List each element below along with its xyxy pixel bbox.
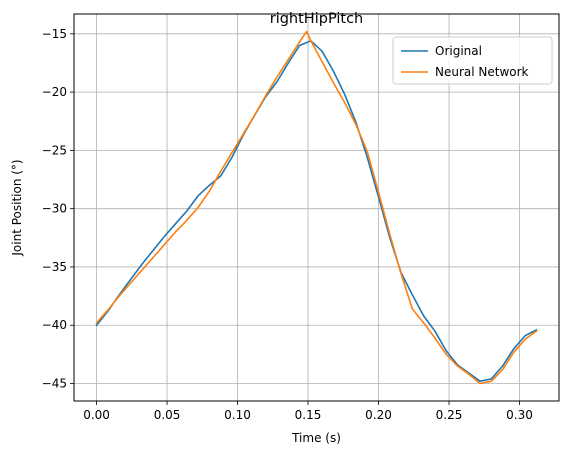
x-tick-label: 0.30 [506,408,533,422]
y-tick-label: −40 [42,318,67,332]
y-tick-label: −30 [42,202,67,216]
x-tick-label: 0.00 [83,408,110,422]
chart-title: rightHipPitch [270,11,364,27]
x-tick-label: 0.25 [436,408,463,422]
grid-lines [74,14,559,401]
series-layer [95,30,538,385]
series-line-original [95,40,538,382]
legend-box [392,36,553,85]
y-tick-label: −25 [42,143,67,157]
x-axis-label: Time (s) [291,431,341,445]
legend-label: Neural Network [435,65,529,79]
axis-ticks: 0.00 0.05 0.10 0.15 0.20 0.25 0.30 −45 −40 −35 −30… [42,27,533,422]
x-tick-label: 0.10 [224,408,251,422]
y-axis-label: Joint Position (°) [10,159,24,256]
legend-label: Original [435,44,482,58]
x-tick-label: 0.15 [295,408,322,422]
plot-frame [73,13,560,402]
y-tick-label: −20 [42,85,67,99]
y-tick-label: −15 [42,27,67,41]
x-tick-label: 0.20 [365,408,392,422]
legend: Original Neural Network [392,36,553,85]
series-line-neural-network [95,30,538,385]
y-tick-label: −35 [42,260,67,274]
y-tick-label: −45 [42,377,67,391]
x-tick-label: 0.05 [154,408,181,422]
